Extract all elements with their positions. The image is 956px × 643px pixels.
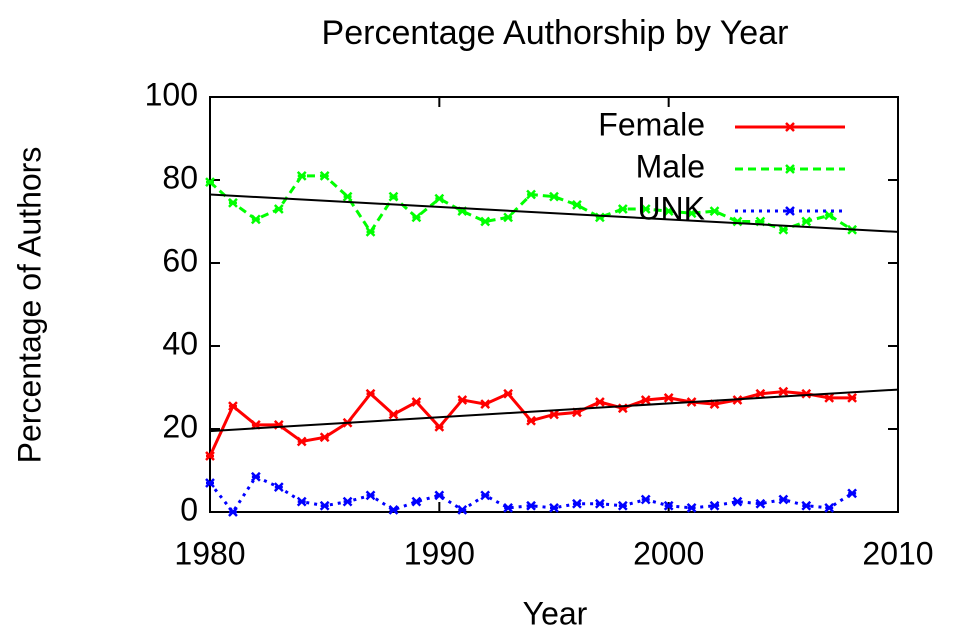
- y-tick-label: 20: [162, 408, 198, 444]
- y-tick-label: 0: [180, 491, 198, 527]
- point: [250, 214, 261, 225]
- point: [228, 507, 238, 517]
- y-tick-label: 100: [145, 76, 198, 112]
- point: [732, 496, 743, 507]
- point: [296, 436, 307, 447]
- point: [228, 401, 238, 412]
- point: [617, 500, 628, 511]
- point: [801, 388, 812, 399]
- point: [594, 397, 605, 407]
- y-tick-label: 60: [162, 242, 198, 278]
- point: [686, 208, 697, 219]
- legend-marker: [785, 164, 795, 174]
- point: [411, 212, 422, 223]
- point: [503, 212, 514, 223]
- point: [480, 490, 491, 501]
- point: [755, 498, 766, 509]
- point: [365, 226, 376, 237]
- point: [686, 502, 697, 513]
- point: [778, 224, 789, 235]
- legend-label: Male: [636, 148, 705, 184]
- point: [319, 170, 330, 181]
- point: [503, 502, 514, 513]
- point: [434, 422, 445, 432]
- point: [342, 496, 353, 507]
- x-tick-label: 2000: [633, 535, 704, 571]
- legend-marker: [785, 206, 795, 216]
- point: [709, 500, 720, 511]
- point: [205, 478, 215, 488]
- point: [549, 191, 559, 202]
- point: [663, 206, 674, 217]
- legend-marker: [785, 122, 795, 132]
- point: [847, 392, 858, 403]
- point: [663, 500, 674, 511]
- point: [365, 490, 376, 501]
- x-tick-label: 1980: [174, 535, 245, 571]
- point: [457, 395, 468, 405]
- x-tick-label: 1990: [404, 535, 475, 571]
- point: [388, 191, 399, 202]
- point: [319, 500, 330, 511]
- point: [594, 498, 605, 509]
- point: [342, 191, 353, 202]
- point: [480, 216, 491, 227]
- series-line: [208, 390, 853, 457]
- point: [228, 197, 238, 208]
- point: [434, 490, 445, 501]
- point: [709, 206, 720, 217]
- y-tick-label: 40: [162, 325, 198, 361]
- point: [755, 388, 766, 399]
- y-tick-label: 80: [162, 159, 198, 195]
- x-axis-label: Year: [523, 595, 588, 631]
- point: [824, 502, 835, 513]
- series-line: [208, 474, 853, 515]
- point: [365, 388, 376, 399]
- point: [273, 482, 284, 492]
- point: [549, 409, 559, 420]
- point: [526, 500, 536, 511]
- point: [205, 177, 215, 187]
- point: [778, 386, 789, 397]
- y-axis-label: Percentage of Authors: [11, 147, 47, 464]
- point: [319, 432, 330, 443]
- point: [296, 496, 307, 507]
- point: [640, 494, 651, 505]
- point: [480, 399, 491, 409]
- point: [824, 210, 835, 221]
- point: [663, 392, 674, 403]
- legend-label: Female: [598, 106, 705, 142]
- point: [526, 415, 536, 426]
- point: [824, 392, 835, 403]
- plot-frame: [209, 96, 899, 513]
- point: [296, 170, 307, 181]
- point: [411, 397, 422, 407]
- point: [549, 502, 559, 513]
- point: [526, 189, 536, 200]
- chart-title: Percentage Authorship by Year: [322, 14, 789, 52]
- legend-label: UNK: [637, 190, 705, 226]
- trend-line: [209, 193, 899, 233]
- point: [572, 200, 582, 210]
- point: [411, 496, 422, 507]
- point: [640, 204, 651, 214]
- trend-line: [209, 388, 899, 433]
- point: [388, 409, 399, 420]
- point: [457, 505, 468, 515]
- point: [572, 498, 582, 509]
- point: [847, 488, 858, 499]
- point: [801, 500, 812, 511]
- point: [273, 204, 284, 214]
- point: [205, 451, 215, 461]
- point: [640, 395, 651, 405]
- point: [778, 494, 789, 505]
- point: [434, 193, 445, 204]
- x-tick-label: 2010: [862, 535, 933, 571]
- point: [617, 204, 628, 214]
- point: [801, 216, 812, 227]
- point: [388, 505, 399, 515]
- point: [250, 471, 261, 482]
- point: [503, 388, 514, 399]
